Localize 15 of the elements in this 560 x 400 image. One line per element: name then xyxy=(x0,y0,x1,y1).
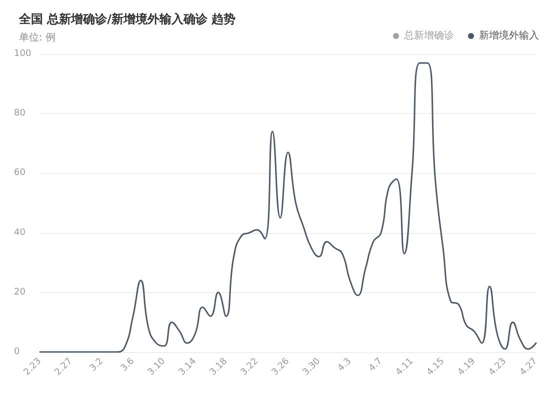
x-tick-label: 3.6 xyxy=(119,356,137,374)
y-tick-label: 60 xyxy=(14,168,26,178)
line-series xyxy=(39,62,537,353)
x-tick-label: 4.3 xyxy=(336,356,354,374)
legend-label: 新增境外输入 xyxy=(479,30,539,42)
y-tick-label: 40 xyxy=(14,228,26,238)
y-tick-label: 0 xyxy=(14,347,20,357)
y-tick-label: 80 xyxy=(14,108,26,119)
x-tick-label: 3.2 xyxy=(88,356,106,374)
legend-label: 总新增确诊 xyxy=(403,30,454,42)
chart-title: 全国 总新增确诊/新增境外输入确诊 趋势 xyxy=(18,12,236,26)
y-tick-label: 100 xyxy=(14,49,32,59)
x-tick-label: 4.7 xyxy=(367,356,385,374)
y-tick-label: 20 xyxy=(14,287,26,298)
chart-subtitle: 单位: 例 xyxy=(19,32,56,44)
